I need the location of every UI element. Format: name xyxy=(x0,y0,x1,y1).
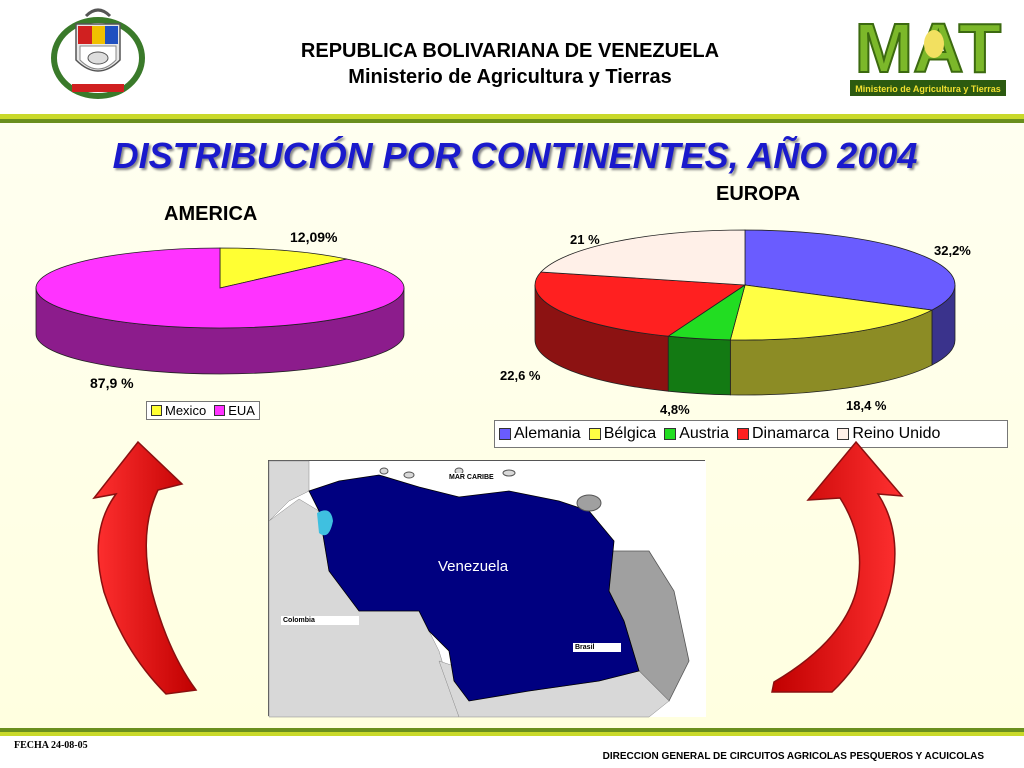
pie1-slice-bélgica xyxy=(729,284,934,341)
legend-item-belgica: Bélgica xyxy=(585,425,656,443)
legend-label-alemania: Alemania xyxy=(514,425,581,442)
america-label-mexico: 12,09% xyxy=(290,229,338,245)
europa-label-dinamarca: 22,6 % xyxy=(500,368,541,383)
legend-label-reino-unido: Reino Unido xyxy=(852,425,941,442)
map-label-brasil: Brasil xyxy=(573,643,621,652)
legend-swatch-reino-unido xyxy=(837,428,850,440)
header: REPUBLICA BOLIVARIANA DE VENEZUELA Minis… xyxy=(0,0,1024,118)
map-shapes xyxy=(268,460,706,718)
venezuela-map: MAR CARIBE Colombia Brasil xyxy=(268,460,706,718)
legend-swatch-alemania xyxy=(499,428,511,440)
map-label-caribbean: MAR CARIBE xyxy=(447,473,496,482)
legend-item-dinamarca: Dinamarca xyxy=(733,425,829,443)
legend-swatch-austria xyxy=(664,428,677,440)
header-line2: Ministerio de Agricultura y Tierras xyxy=(348,66,672,88)
pie0-slice-eua xyxy=(35,247,405,329)
legend-label-dinamarca: Dinamarca xyxy=(751,425,830,442)
legend-item-mexico: Mexico xyxy=(147,403,206,418)
right-curved-arrow-icon xyxy=(771,440,904,693)
europa-label-belgica: 18,4 % xyxy=(846,398,887,413)
legend-item-eua: EUA xyxy=(210,403,255,418)
legend-item-reino-unido: Reino Unido xyxy=(833,425,940,443)
footer-band-light xyxy=(0,732,1024,736)
legend-label-belgica: Bélgica xyxy=(603,425,657,442)
europa-label-alemania: 32,2% xyxy=(934,243,971,258)
legend-swatch-belgica xyxy=(588,428,601,440)
legend-label-mexico: Mexico xyxy=(165,403,207,418)
map-label-venezuela: Venezuela xyxy=(438,558,509,575)
header-band-dark xyxy=(0,119,1024,123)
footer-band-dark xyxy=(0,728,1024,732)
header-line1: REPUBLICA BOLIVARIANA DE VENEZUELA xyxy=(300,40,720,62)
legend-label-eua: EUA xyxy=(228,403,255,418)
header-band-light xyxy=(0,114,1024,119)
footer-department: DIRECCION GENERAL DE CIRCUITOS AGRICOLAS… xyxy=(602,751,984,762)
pie1-slice-alemania xyxy=(744,229,956,311)
america-chart-title: AMERICA xyxy=(164,203,258,225)
footer-date: FECHA 24-08-05 xyxy=(14,740,88,751)
legend-item-austria: Austria xyxy=(660,425,729,443)
legend-swatch-eua xyxy=(214,405,226,416)
header-title: REPUBLICA BOLIVARIANA DE VENEZUELA Minis… xyxy=(180,38,840,90)
america-legend: Mexico EUA xyxy=(146,401,260,420)
map-label-colombia: Colombia xyxy=(281,616,359,625)
legend-swatch-mexico xyxy=(151,405,162,416)
footer xyxy=(0,736,1024,768)
coat-of-arms-logo xyxy=(51,8,145,99)
legend-item-alemania: Alemania xyxy=(495,425,581,443)
europa-legend: Alemania Bélgica Austria Dinamarca Reino… xyxy=(494,420,1008,448)
america-label-eua: 87,9 % xyxy=(90,375,134,391)
pie0-slice-mexico xyxy=(219,247,347,289)
europa-chart-title: EUROPA xyxy=(716,183,801,205)
mat-logo: MAT Ministerio de Agricultura y Tierras xyxy=(848,6,1008,98)
pie1-slice-dinamarca xyxy=(534,271,747,337)
pie1-side-austria xyxy=(667,335,731,396)
slide-title: DISTRIBUCIÓN POR CONTINENTES, AÑO 2004 xyxy=(112,135,918,176)
europa-label-austria: 4,8% xyxy=(660,402,690,417)
pie1-slice-reino-unido xyxy=(540,229,746,286)
mat-logo-subtitle: Ministerio de Agricultura y Tierras xyxy=(855,84,1001,94)
left-curved-arrow-icon xyxy=(92,440,198,695)
legend-label-austria: Austria xyxy=(679,425,729,442)
legend-swatch-dinamarca xyxy=(736,428,749,440)
europa-label-reino-unido: 21 % xyxy=(570,232,600,247)
